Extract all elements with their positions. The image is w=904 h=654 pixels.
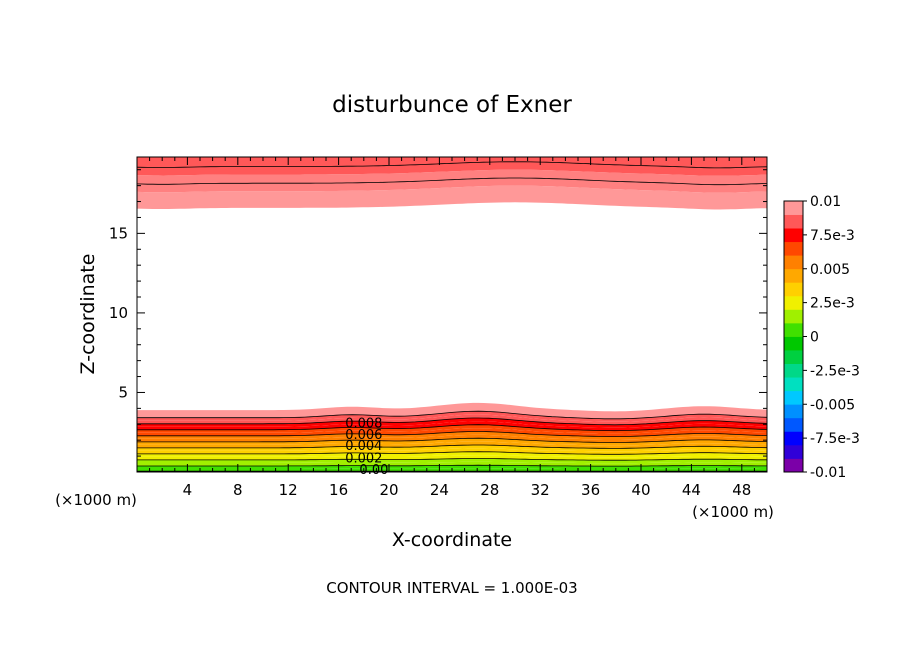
bottom-band: [137, 455, 767, 461]
contour-line: [136, 161, 768, 169]
y-unit-label: (×1000 m): [55, 491, 137, 509]
x-tick-label: 48: [732, 481, 751, 499]
colorbar-label: -7.5e-3: [810, 431, 860, 447]
bottom-band: [137, 441, 767, 449]
contour-label: 0.002: [345, 452, 382, 467]
colorbar-swatch: [784, 458, 803, 473]
contour-lines: [136, 161, 768, 472]
colorbar-swatch: [784, 350, 803, 364]
colorbar: 0.01 7.5e-3 0.005 2.5e-3 0 -2.5e-3 -0.005 -7.5e…: [783, 194, 860, 481]
chart-title: disturbunce of Exner: [332, 92, 572, 118]
contour-line: [137, 444, 768, 449]
contour-label: 0.004: [345, 439, 382, 454]
bottom-band: [137, 438, 767, 446]
bottom-band: [137, 414, 767, 425]
bottom-band: [137, 458, 767, 464]
colorbar-swatch: [784, 390, 803, 405]
x-tick-label: 36: [581, 481, 600, 499]
bottom-band: [137, 418, 767, 428]
colorbar-label: 0.01: [810, 194, 841, 210]
x-tick-label: 24: [430, 481, 449, 499]
colorbar-label: 0: [810, 330, 819, 346]
x-tick-label: 44: [682, 481, 701, 499]
contour-label: 0.00: [359, 463, 388, 478]
top-band: [137, 185, 767, 210]
contour-interval-note: CONTOUR INTERVAL = 1.000E-03: [326, 579, 577, 597]
contour-line: [136, 177, 768, 186]
y-axis-label: Z-coordinate: [77, 254, 99, 375]
x-tick-label: 12: [279, 481, 298, 499]
x-axis: 4 8 12 16 20 24 28 32 36 40 44 48: [149, 157, 755, 499]
colorbar-swatch: [784, 444, 803, 459]
x-unit-label: (×1000 m): [692, 503, 774, 521]
colorbar-swatch: [784, 309, 803, 324]
x-tick-label: 4: [183, 481, 193, 499]
colorbar-swatch: [784, 214, 803, 229]
colorbar-swatch: [784, 431, 803, 446]
colorbar-swatch: [784, 363, 803, 378]
contour-label: 0.006: [345, 428, 382, 443]
y-tick-label: 5: [118, 383, 128, 401]
colorbar-swatch: [784, 417, 803, 432]
x-axis-label: X-coordinate: [392, 529, 512, 551]
colorbar-swatch: [784, 322, 803, 337]
colorbar-label: -2.5e-3: [810, 363, 860, 379]
bottom-band: [137, 402, 767, 416]
colorbar-swatch: [784, 201, 803, 215]
colorbar-swatch: [784, 241, 803, 256]
contour-line: [137, 451, 768, 455]
contour-line: [137, 458, 767, 461]
bottom-band: [137, 451, 767, 458]
colorbar-swatch: [784, 377, 803, 392]
colorbar-swatch: [784, 228, 803, 243]
contour-label: 0.008: [345, 417, 382, 432]
bottom-band: [137, 424, 767, 434]
y-tick-label: 10: [109, 304, 128, 322]
colorbar-swatch: [784, 295, 803, 310]
bottom-band: [137, 428, 767, 437]
bottom-band: [137, 461, 767, 467]
x-tick-label: 16: [329, 481, 348, 499]
bottom-band: [137, 445, 767, 452]
colorbar-label: -0.01: [810, 465, 846, 481]
colorbar-swatch: [784, 255, 803, 270]
colorbar-label: 0.005: [810, 262, 850, 278]
colorbar-swatch: [784, 268, 803, 283]
bottom-band: [137, 421, 767, 431]
x-tick-label: 28: [480, 481, 499, 499]
y-axis: 5 10 15: [109, 169, 767, 457]
colorbar-swatch: [784, 404, 803, 419]
x-tick-label: 32: [531, 481, 550, 499]
colorbar-label: 2.5e-3: [810, 296, 855, 312]
top-band: [137, 169, 767, 193]
colorbar-swatch: [784, 336, 803, 351]
contour-line: [137, 431, 768, 438]
x-tick-label: 40: [631, 481, 650, 499]
contour-line: [137, 437, 768, 443]
contour-fills: [137, 157, 767, 472]
x-tick-label: 20: [379, 481, 398, 499]
y-tick-label: 15: [109, 224, 128, 242]
contour-line: [137, 417, 768, 426]
contour-line: [137, 424, 768, 432]
bottom-band: [137, 431, 767, 440]
top-band: [137, 157, 767, 176]
colorbar-label: 7.5e-3: [810, 228, 855, 244]
contour-line: [137, 464, 767, 467]
contour-line: [137, 410, 768, 420]
x-tick-label: 8: [233, 481, 243, 499]
colorbar-label: -0.005: [810, 397, 855, 413]
colorbar-swatch: [784, 282, 803, 297]
bottom-band: [137, 448, 767, 455]
